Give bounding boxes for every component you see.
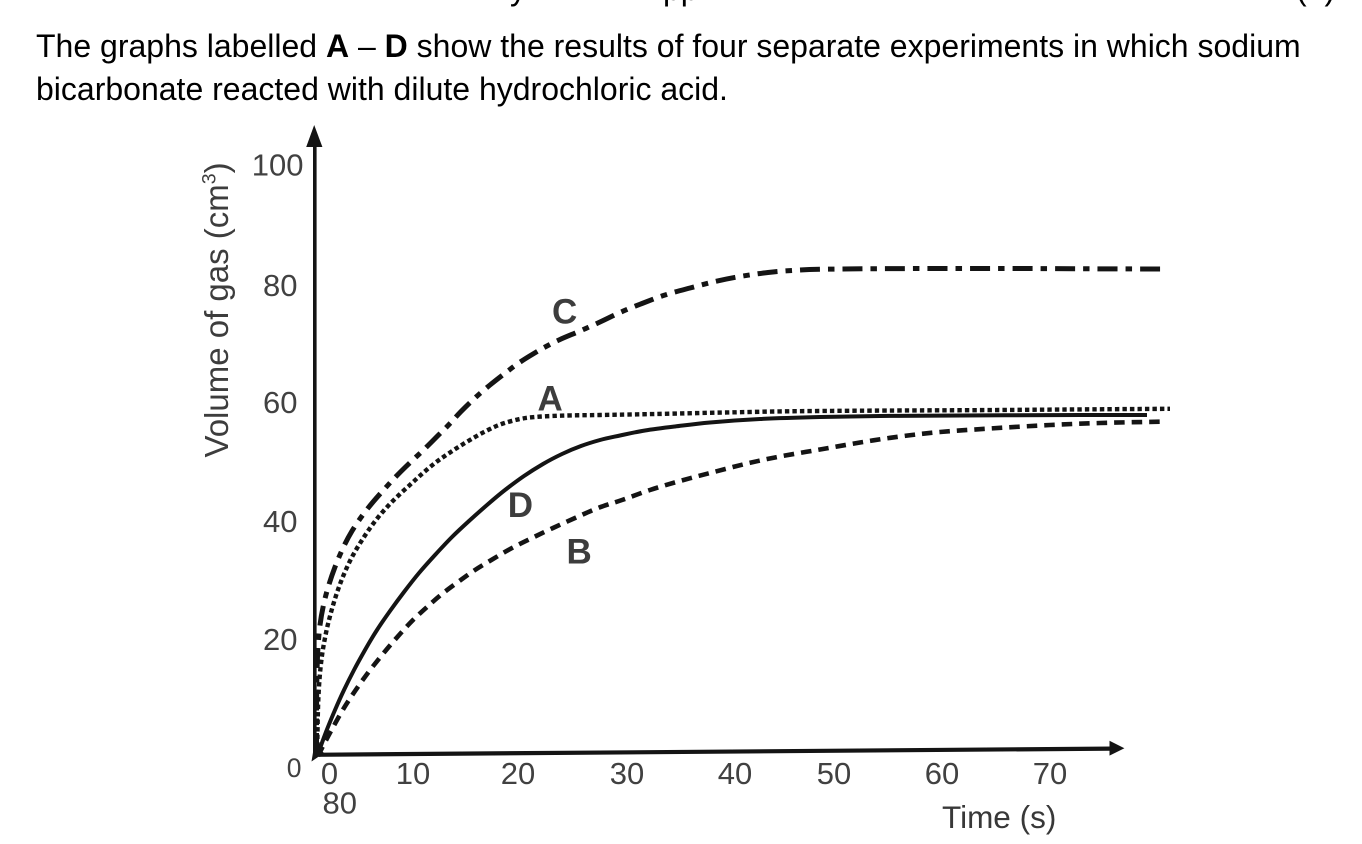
- svg-text:70: 70: [1033, 756, 1067, 791]
- svg-text:A: A: [538, 380, 563, 419]
- svg-text:20: 20: [263, 622, 297, 657]
- svg-text:Time (s): Time (s): [942, 799, 1056, 835]
- svg-text:0: 0: [287, 753, 302, 783]
- svg-text:50: 50: [817, 756, 851, 791]
- svg-text:40: 40: [718, 756, 752, 791]
- svg-text:100: 100: [252, 148, 304, 183]
- svg-text:40: 40: [263, 504, 297, 539]
- svg-text:10: 10: [396, 756, 430, 791]
- svg-text:60: 60: [925, 756, 959, 791]
- svg-text:20: 20: [501, 756, 535, 791]
- svg-text:0: 0: [321, 756, 338, 791]
- svg-text:Volume of gas (cm3): Volume of gas (cm3): [198, 162, 235, 457]
- svg-text:30: 30: [610, 756, 644, 791]
- svg-text:80: 80: [263, 268, 297, 303]
- svg-text:80: 80: [323, 786, 357, 821]
- svg-text:C: C: [552, 293, 577, 332]
- svg-text:B: B: [567, 533, 592, 572]
- svg-text:60: 60: [263, 385, 297, 420]
- svg-text:D: D: [508, 486, 533, 525]
